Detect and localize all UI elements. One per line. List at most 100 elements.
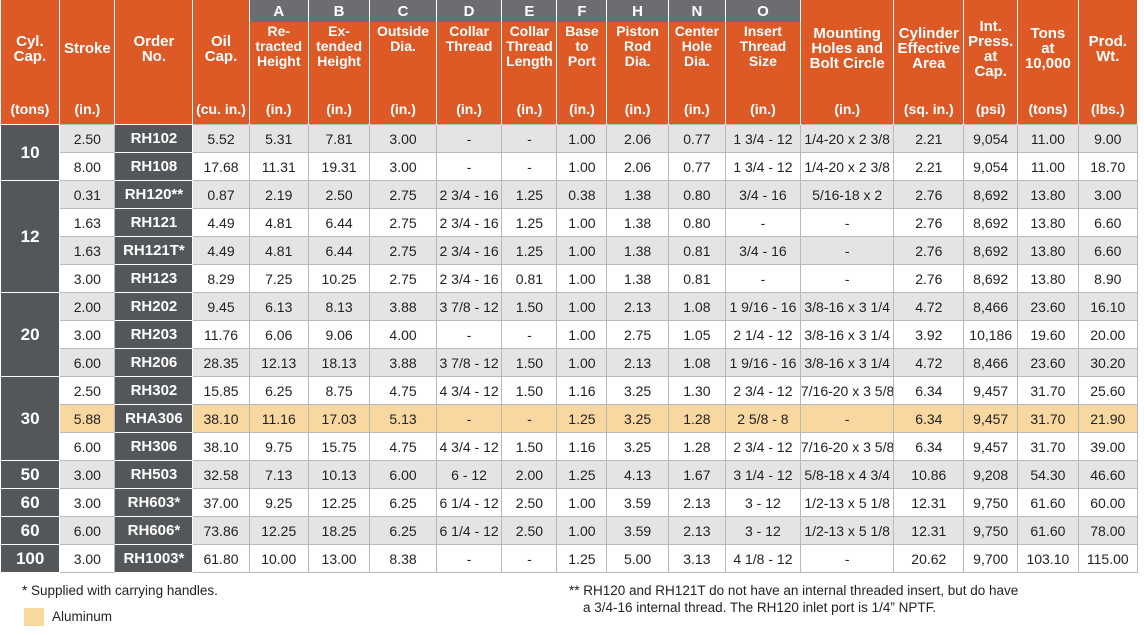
table-cell: 13.80	[1017, 180, 1079, 209]
table-cell: 2.50	[59, 376, 116, 405]
col-unit-9: (in.)	[556, 95, 608, 125]
col-unit-8: (in.)	[501, 95, 558, 125]
table-cell: 21.90	[1077, 404, 1139, 433]
table-cell: 31.70	[1017, 376, 1079, 405]
table-cell: 4.81	[248, 208, 309, 237]
table-cell: 1.38	[606, 208, 669, 237]
table-cell: 5.52	[192, 124, 250, 153]
table-cell: 32.58	[192, 460, 250, 489]
table-cell: 3 - 12	[724, 488, 801, 517]
table-cell: 1.63	[59, 208, 116, 237]
table-cell: 1.25	[501, 236, 558, 265]
table-cell: -	[799, 208, 895, 237]
table-cell: 0.80	[667, 180, 726, 209]
table-cell: 13.00	[307, 544, 371, 573]
table-cell: 115.00	[1077, 544, 1139, 573]
table-row: 10 2.50 RH102 5.52 5.31 7.81 3.00- -1.00 2.06 0.7…	[0, 124, 1139, 181]
table-cell: 1.00	[556, 488, 608, 517]
table-cell: 3.25	[606, 376, 669, 405]
table-cell: 1.50	[501, 376, 558, 405]
table-cell: 9,457	[963, 376, 1019, 405]
table-cell: 3.00	[1077, 180, 1139, 209]
aluminum-legend-label: Aluminum	[52, 609, 113, 624]
table-cell: 1.63	[59, 236, 116, 265]
table-cell: 3/4 - 16	[724, 236, 801, 265]
table-cell: 2.75	[606, 320, 669, 349]
table-cell: 3.00	[59, 544, 116, 573]
table-cell: 1.00	[556, 292, 608, 321]
table-cell: 3.00	[369, 124, 437, 153]
cylinder-capacity-cell: 20	[0, 292, 61, 377]
table-cell: 11.16	[248, 404, 309, 433]
col-unit-16: (tons)	[1017, 95, 1079, 125]
table-cell: 8.29	[192, 264, 250, 293]
table-cell: 1.50	[501, 292, 558, 321]
col-header-7: Collar Thread	[436, 22, 503, 95]
table-cell: 4.72	[893, 292, 965, 321]
table-cell: 7/16-20 x 3 5/8	[799, 376, 895, 405]
table-cell: 8,692	[963, 180, 1019, 209]
table-cell: 1.25	[556, 404, 608, 433]
table-cell: 13.80	[1017, 264, 1079, 293]
table-row: 100 3.00 RH1003* 61.80 10.00 13.00 8.38- -1.25 5…	[0, 544, 1139, 573]
table-cell: 2 1/4 - 12	[724, 320, 801, 349]
table-cell: 3 7/8 - 12	[435, 292, 503, 321]
col-letter-10: H	[606, 0, 669, 22]
col-letter-5: B	[308, 0, 371, 22]
table-cell: 1.67	[667, 460, 726, 489]
table-cell: 2 3/4 - 16	[435, 180, 503, 209]
table-cell: 4 3/4 - 12	[435, 376, 503, 405]
order-number-cell: RH306	[114, 432, 194, 461]
table-cell: 2.21	[893, 152, 965, 181]
col-letter-9: F	[556, 0, 608, 22]
table-cell: 12.13	[248, 348, 309, 377]
col-unit-6: (in.)	[369, 95, 437, 125]
table-cell: 2.13	[606, 292, 669, 321]
order-number-cell: RH603*	[114, 488, 194, 517]
table-cell: 38.10	[192, 432, 250, 461]
table-cell: 9.00	[1077, 124, 1139, 153]
table-cell: 2.76	[893, 208, 965, 237]
table-cell: 103.10	[1017, 544, 1079, 573]
table-cell: 17.68	[192, 152, 250, 181]
table-cell: 3.00	[59, 320, 116, 349]
table-cell: 1.00	[556, 208, 608, 237]
table-cell: -	[435, 544, 503, 573]
table-cell: 9.06	[307, 320, 371, 349]
table-cell: 25.60	[1077, 376, 1139, 405]
table-cell: 3 1/4 - 12	[724, 460, 801, 489]
table-cell: 3.88	[369, 348, 437, 377]
col-unit-14: (sq. in.)	[893, 95, 965, 125]
table-cell: 0.77	[667, 124, 726, 153]
table-cell: 8.75	[307, 376, 371, 405]
order-number-cell: RH1003*	[114, 544, 194, 573]
table-cell: 3.00	[369, 152, 437, 181]
col-unit-17: (lbs.)	[1078, 95, 1139, 125]
table-cell: 2.50	[501, 516, 558, 545]
table-cell: 1.38	[606, 236, 669, 265]
table-cell: 5/16-18 x 2	[799, 180, 895, 209]
table-row: 5.88 RHA306 38.10 11.16 17.03 5.13- -1.25 3.25 1…	[1, 404, 1139, 433]
table-cell: 6.34	[893, 404, 965, 433]
table-cell: 6.44	[307, 236, 371, 265]
table-cell: 2.06	[606, 152, 669, 181]
col-header-8: Collar Thread Length	[501, 22, 558, 95]
table-cell: 12.25	[248, 516, 309, 545]
table-cell: 3.92	[893, 320, 965, 349]
table-cell: 1/2-13 x 5 1/8	[799, 516, 895, 545]
table-cell: 0.81	[667, 236, 726, 265]
table-cell: 1.25	[556, 460, 608, 489]
table-cell: 17.03	[307, 404, 371, 433]
table-cell: 2.06	[606, 124, 669, 153]
table-body: 10 2.50 RH102 5.52 5.31 7.81 3.00- -1.00 2.06 0.7…	[0, 124, 1139, 573]
table-cell: 3/8-16 x 3 1/4	[799, 348, 895, 377]
table-cell: 19.31	[307, 152, 371, 181]
table-cell: 5.00	[606, 544, 669, 573]
order-number-cell: RH120**	[114, 180, 194, 209]
table-cell: 7.81	[307, 124, 371, 153]
col-unit-12: (in.)	[725, 95, 801, 125]
table-row: 6.00 RH206 28.35 12.13 18.13 3.88 3 7/8 - 12 1.…	[1, 348, 1139, 377]
cylinder-spec-table: Cyl. Cap. Stroke Order No. Oil Cap. A B C D E F H N…	[0, 0, 1139, 573]
table-cell: -	[435, 320, 503, 349]
table-cell: 0.81	[501, 264, 558, 293]
